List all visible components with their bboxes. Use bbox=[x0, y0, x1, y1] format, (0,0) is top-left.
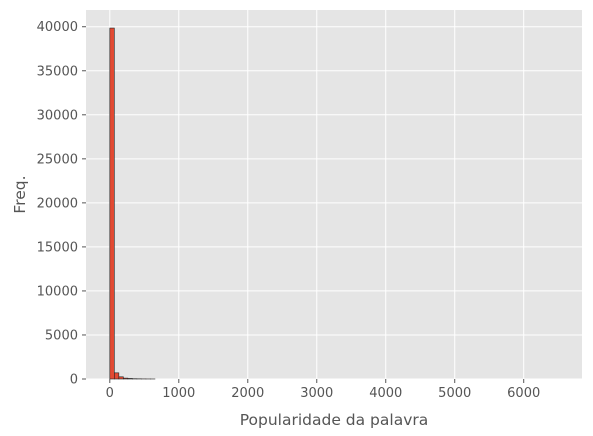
y-tick-label: 10000 bbox=[37, 284, 78, 299]
x-tick-label: 2000 bbox=[231, 386, 264, 401]
x-tick-label: 0 bbox=[106, 386, 114, 401]
histogram-bar bbox=[127, 378, 133, 380]
y-tick-label: 0 bbox=[70, 373, 78, 388]
x-tick-label: 5000 bbox=[438, 386, 471, 401]
x-tick-label: 1000 bbox=[162, 386, 195, 401]
y-tick-label: 15000 bbox=[37, 240, 78, 255]
histogram-bar bbox=[114, 372, 120, 380]
x-tick-label: 3000 bbox=[300, 386, 333, 401]
plot-background bbox=[86, 10, 582, 379]
histogram-bar bbox=[123, 377, 129, 380]
histogram-bar bbox=[109, 27, 115, 380]
histogram-bar bbox=[118, 376, 124, 380]
y-tick-label: 35000 bbox=[37, 64, 78, 79]
y-tick-label: 30000 bbox=[37, 108, 78, 123]
histogram-bars bbox=[109, 27, 156, 380]
grid-lines bbox=[86, 10, 582, 380]
y-tick-label: 5000 bbox=[45, 328, 78, 343]
y-tick-label: 40000 bbox=[37, 20, 78, 35]
x-tick-label: 6000 bbox=[507, 386, 540, 401]
y-tick-label: 25000 bbox=[37, 152, 78, 167]
y-axis-ticks: 0 5000 10000 15000 20000 25000 30000 35000 40000 bbox=[37, 20, 86, 388]
x-axis-label: Popularidade da palavra bbox=[240, 411, 429, 429]
y-tick-label: 20000 bbox=[37, 196, 78, 211]
y-axis-label: Freq. bbox=[11, 175, 29, 213]
x-tick-label: 4000 bbox=[369, 386, 402, 401]
x-axis-ticks: 0 1000 2000 3000 4000 5000 6000 bbox=[106, 379, 540, 401]
